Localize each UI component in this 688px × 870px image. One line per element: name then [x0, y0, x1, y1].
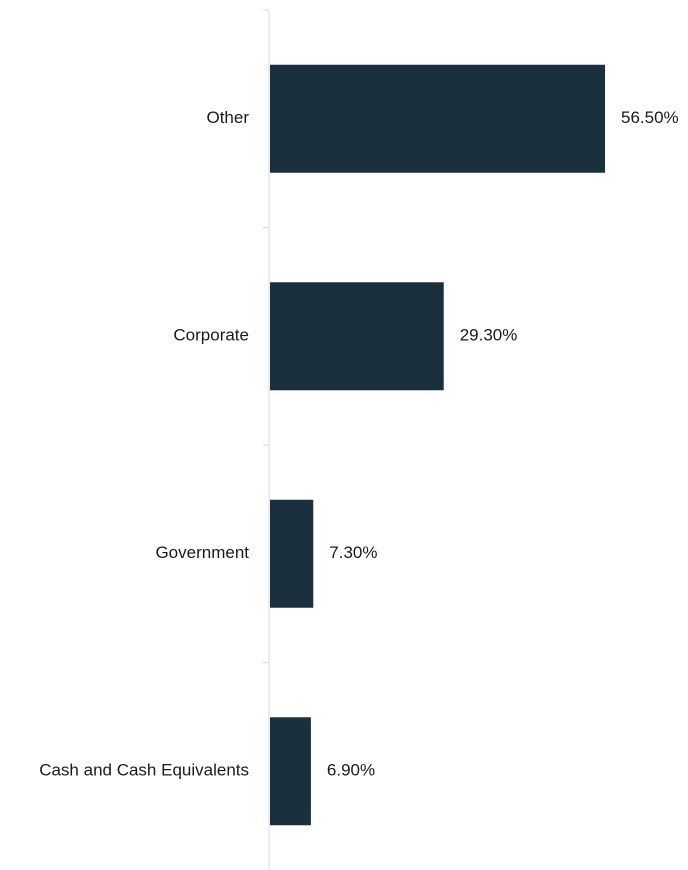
bar-other: [270, 64, 605, 173]
bar-cash-and-cash-equivalents: [270, 717, 311, 826]
value-label: 56.50%: [621, 108, 679, 127]
category-label: Other: [206, 108, 249, 127]
category-labels-group: Other Corporate Government Cash and Cash Eq…: [39, 108, 249, 780]
category-label: Government: [155, 543, 249, 562]
bar-corporate: [270, 282, 444, 391]
value-label: 7.30%: [329, 543, 377, 562]
value-labels-group: 56.50% 29.30% 7.30% 6.90%: [327, 108, 679, 780]
value-label: 6.90%: [327, 761, 375, 780]
value-label: 29.30%: [460, 326, 518, 345]
category-label: Corporate: [173, 326, 249, 345]
category-label: Cash and Cash Equivalents: [39, 761, 249, 780]
bars-group: [270, 64, 605, 826]
category-axis-ticks: [263, 9, 269, 663]
bar-government: [270, 499, 314, 608]
